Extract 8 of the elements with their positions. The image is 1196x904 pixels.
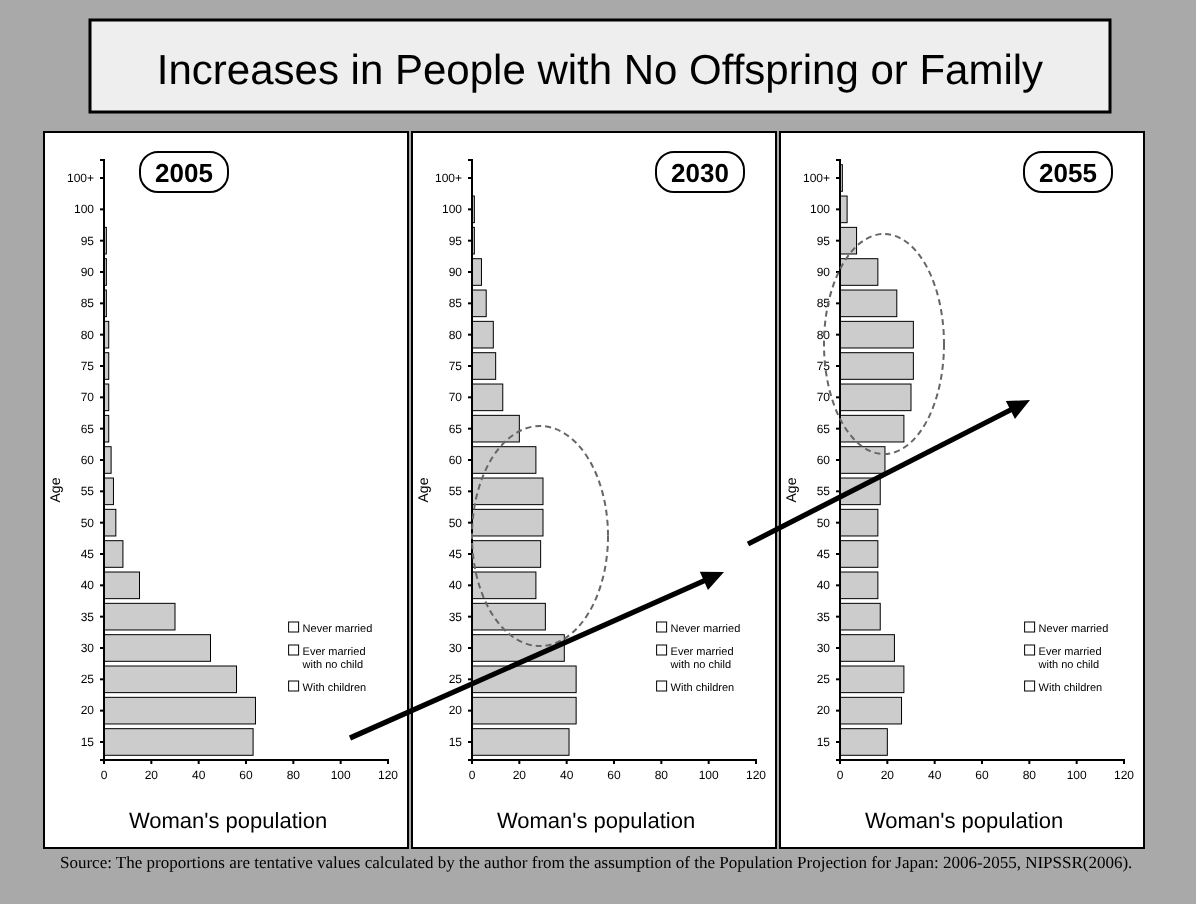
chart-subtitle: 2030 — [671, 158, 729, 188]
x-axis-title: Woman's population — [864, 810, 1064, 834]
source-note: Source: The proportions are tentative values calculated by the author from the assumption of the Population Projection for Japan: 2006-2055, NIPSSR(2006). — [60, 852, 1135, 872]
x-axis-title: Woman's population — [496, 810, 696, 834]
x-axis-title: Woman's population — [128, 810, 328, 834]
chart-subtitle: 2055 — [1039, 158, 1097, 188]
chart-subtitle: 2005 — [155, 158, 213, 188]
text: Increases in People with No Offspring or Family — [156, 48, 1045, 94]
